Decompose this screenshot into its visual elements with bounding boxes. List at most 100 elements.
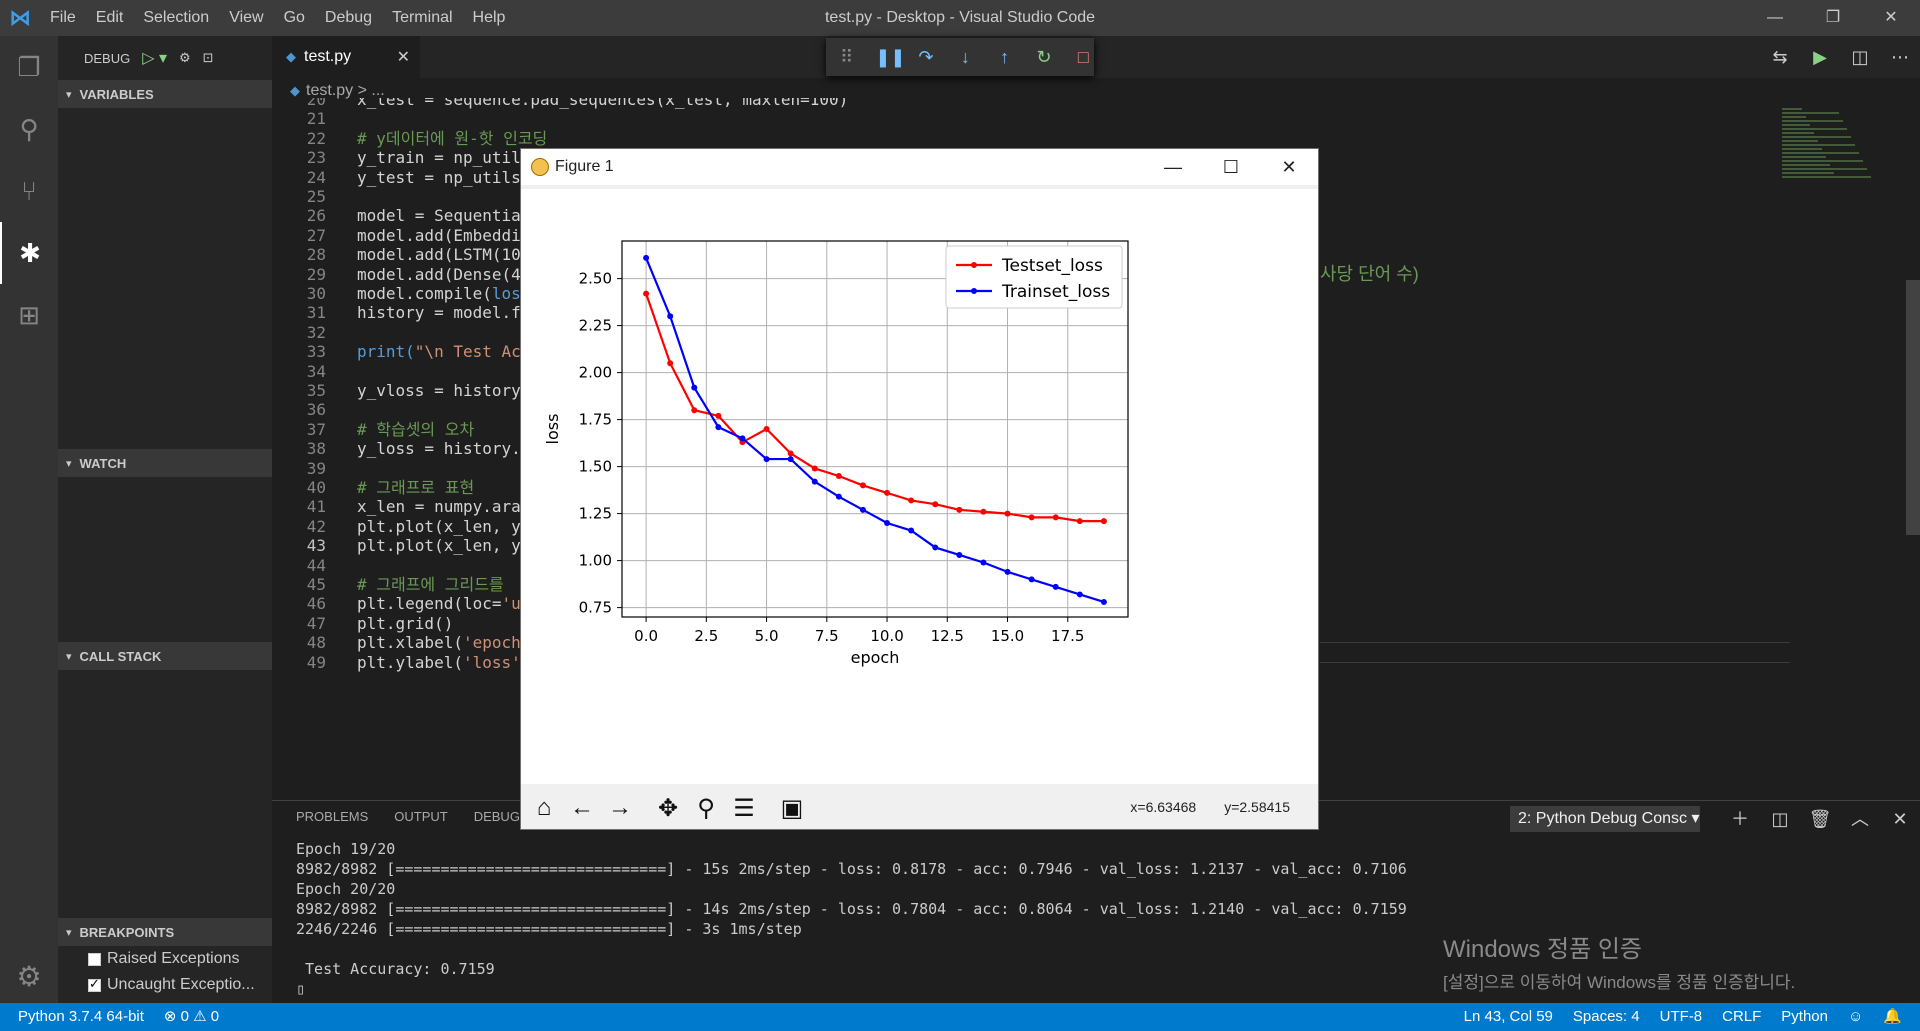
debug-settings-icon[interactable]: ⚙ <box>179 50 191 65</box>
pause-icon[interactable]: ❚❚ <box>875 46 906 67</box>
home-icon[interactable]: ⌂ <box>536 794 552 821</box>
settings-gear-icon[interactable]: ⚙ <box>16 961 42 992</box>
y-tick-label: 2.00 <box>579 364 612 382</box>
panel-tab-0[interactable]: PROBLEMS <box>296 809 369 824</box>
debug-icon[interactable]: ✱ <box>0 222 58 284</box>
line-number: 39 <box>306 458 326 478</box>
source-control-icon[interactable]: ⑂ <box>21 175 37 206</box>
terminal-line: Epoch 19/20 <box>296 840 396 858</box>
breakpoint-label: Raised Exceptions <box>107 950 240 967</box>
checkbox[interactable] <box>88 952 101 966</box>
line-number: 33 <box>306 342 326 362</box>
run-file-icon[interactable]: ▶ <box>1813 46 1827 67</box>
language-mode[interactable]: Python <box>1781 1008 1828 1025</box>
menu-item-debug[interactable]: Debug <box>324 9 373 26</box>
data-point-Testset_loss <box>859 482 866 489</box>
start-debugging-button[interactable]: ▷ ▾ <box>142 50 168 67</box>
explorer-icon[interactable]: ❐ <box>17 51 41 82</box>
tab-test-py[interactable]: ◆ test.py ✕ <box>272 36 420 78</box>
encoding[interactable]: UTF-8 <box>1659 1008 1703 1025</box>
indentation[interactable]: Spaces: 4 <box>1572 1008 1640 1025</box>
python-interpreter[interactable]: Python 3.7.4 64-bit <box>18 1008 144 1025</box>
restart-icon[interactable]: ↻ <box>1036 46 1052 67</box>
trash-icon[interactable]: 🗑 <box>1808 809 1832 829</box>
step-into-icon[interactable]: ↓ <box>960 46 970 67</box>
stop-icon[interactable]: □ <box>1077 46 1089 67</box>
configure-subplots-icon[interactable]: ☰ <box>733 794 755 822</box>
terminal-line: 8982/8982 [=============================… <box>296 860 1407 878</box>
figure-close-button[interactable]: ✕ <box>1281 157 1297 177</box>
breakpoint-raised-exceptions[interactable]: Raised Exceptions <box>88 950 240 968</box>
search-icon[interactable]: ⚲ <box>19 113 39 144</box>
maximize-panel-icon[interactable]: ︿ <box>1851 809 1869 829</box>
figure-canvas[interactable]: 0.0 2.5 5.0 7.5 10.0 12.5 15.0 17.5 0.75 1.00 1.25… <box>521 189 1318 784</box>
watermark-subtitle: [설정]으로 이동하여 Windows를 정품 인증합니다. <box>1443 973 1796 992</box>
more-actions-icon[interactable]: ⋯ <box>1891 46 1909 67</box>
drag-handle-icon[interactable]: ⠿ <box>840 46 854 67</box>
terminal-output[interactable]: Epoch 19/20 8982/8982 [==================… <box>296 839 1407 999</box>
figure-minimize-button[interactable]: — <box>1164 157 1182 177</box>
cursor-position[interactable]: Ln 43, Col 59 <box>1463 1008 1553 1025</box>
x-tick-label: 2.5 <box>694 627 718 645</box>
split-editor-icon[interactable]: ◫ <box>1851 46 1869 67</box>
figure-maximize-button[interactable]: ☐ <box>1222 157 1240 177</box>
x-tick-label: 17.5 <box>1051 627 1084 645</box>
breadcrumb[interactable]: ◆ test.py > ... <box>290 82 385 100</box>
menu-item-view[interactable]: View <box>229 9 264 26</box>
horizontal-rule <box>1320 662 1790 663</box>
y-tick-label: 0.75 <box>579 599 612 617</box>
compare-changes-icon[interactable]: ⇆ <box>1772 46 1788 67</box>
call-stack-section-header[interactable]: ▾ CALL STACK <box>58 642 272 670</box>
step-out-icon[interactable]: ↑ <box>1000 46 1010 67</box>
minimize-button[interactable]: — <box>1767 9 1783 26</box>
watch-section-header[interactable]: ▾ WATCH <box>58 449 272 477</box>
breadcrumb-rest[interactable]: > ... <box>357 82 385 99</box>
line-number: 26 <box>306 206 326 226</box>
close-button[interactable]: ✕ <box>1884 9 1898 26</box>
data-point-Trainset_loss <box>1028 576 1035 583</box>
add-terminal-icon[interactable]: ＋ <box>1731 809 1749 829</box>
panel-tab-1[interactable]: OUTPUT <box>394 809 448 824</box>
breakpoints-section-header[interactable]: ▾ BREAKPOINTS <box>58 918 272 946</box>
line-ending[interactable]: CRLF <box>1722 1008 1762 1025</box>
line-number: 22 <box>306 128 326 148</box>
code-text: y_test = np_utils <box>357 166 521 190</box>
debug-console-icon[interactable]: ⊡ <box>202 50 214 65</box>
breakpoint-uncaught-exceptions[interactable]: Uncaught Exceptio... <box>88 976 255 994</box>
line-number: 21 <box>306 109 326 129</box>
problems-count[interactable]: ⊗ 0 ⚠ 0 <box>163 1008 220 1025</box>
minimap[interactable] <box>1782 108 1872 208</box>
code-token: y_test = np_utils <box>357 167 521 187</box>
code-token: # 학습셋의 오차 <box>357 419 475 439</box>
menu-item-file[interactable]: File <box>50 9 76 26</box>
close-tab-icon[interactable]: ✕ <box>396 49 410 66</box>
menu-item-selection[interactable]: Selection <box>143 9 210 26</box>
menu-item-edit[interactable]: Edit <box>95 9 124 26</box>
x-tick-label: 10.0 <box>870 627 903 645</box>
menu-item-terminal[interactable]: Terminal <box>392 9 453 26</box>
extensions-icon[interactable]: ⊞ <box>18 299 40 330</box>
split-terminal-icon[interactable]: ◫ <box>1771 809 1789 829</box>
breadcrumb-file[interactable]: test.py <box>306 82 354 99</box>
editor-scrollbar[interactable] <box>1906 280 1920 535</box>
panel-tab-2[interactable]: DEBUG C <box>473 809 533 824</box>
code-editor[interactable]: 20 x_test = sequence.pad_sequences(x_test… <box>272 98 1772 794</box>
pan-icon[interactable]: ✥ <box>657 794 679 822</box>
forward-arrow-icon[interactable]: → <box>608 794 632 821</box>
save-figure-icon[interactable]: ▣ <box>780 794 804 822</box>
close-panel-icon[interactable]: ✕ <box>1892 809 1908 829</box>
restore-button[interactable]: ❐ <box>1825 9 1841 26</box>
step-over-icon[interactable]: ↷ <box>918 46 934 67</box>
data-point-Trainset_loss <box>956 551 963 558</box>
checkbox[interactable] <box>88 976 101 992</box>
figure-window-controls: — ☐ ✕ <box>1144 149 1318 185</box>
zoom-icon[interactable]: ⚲ <box>697 794 715 822</box>
code-token: x_test = sequence.pad_sequences(x_test, … <box>357 98 849 109</box>
back-arrow-icon[interactable]: ← <box>570 794 594 821</box>
terminal-select[interactable]: 2: Python Debug Consc ▾ <box>1510 806 1700 832</box>
feedback-smiley-icon[interactable]: ☺ <box>1847 1008 1864 1025</box>
notifications-bell-icon[interactable]: 🔔 <box>1883 1008 1902 1025</box>
menu-item-go[interactable]: Go <box>283 9 305 26</box>
variables-section-header[interactable]: ▾ VARIABLES <box>58 80 272 108</box>
menu-item-help[interactable]: Help <box>472 9 506 26</box>
